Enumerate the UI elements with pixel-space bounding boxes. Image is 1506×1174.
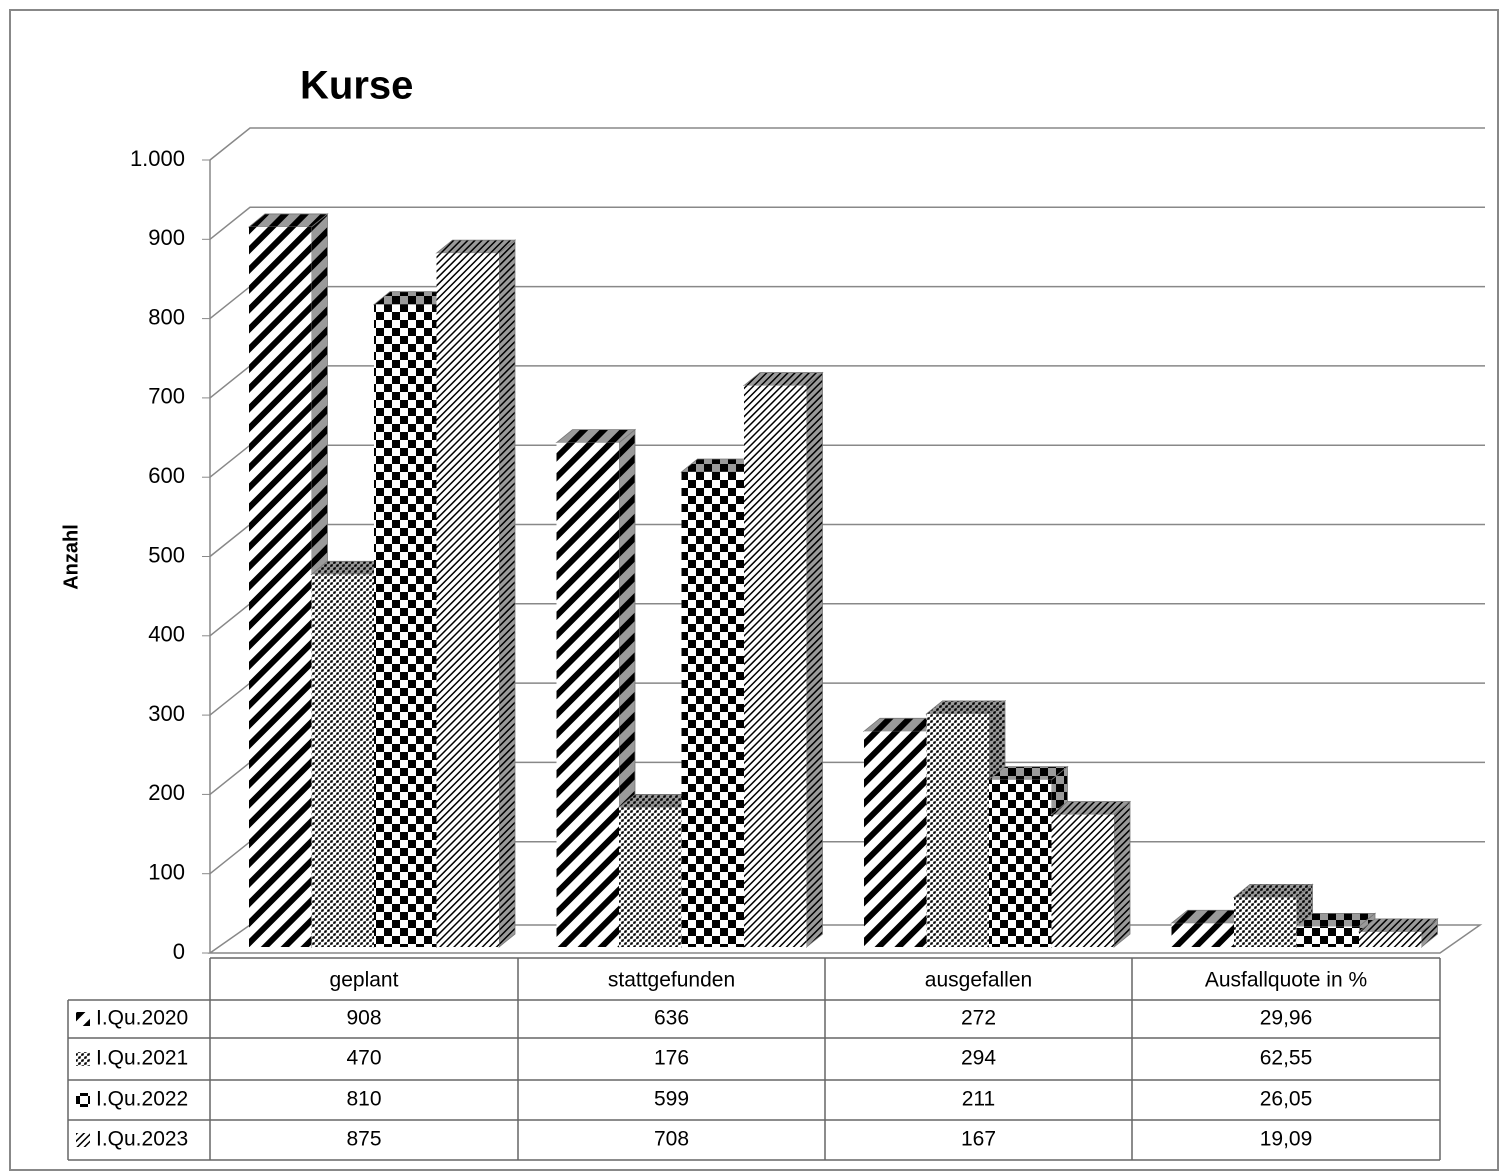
- legend-key: [76, 1093, 90, 1107]
- y-tick-label: 100: [148, 860, 185, 885]
- legend-key: [76, 1012, 90, 1026]
- grid-line: [209, 127, 1485, 161]
- y-tick-label: 400: [148, 622, 185, 647]
- bar: [556, 442, 619, 947]
- floor: [207, 924, 1483, 954]
- legend-label: I.Qu.2023: [96, 1128, 188, 1151]
- legend-label: I.Qu.2022: [96, 1088, 188, 1111]
- bar: [1359, 931, 1422, 947]
- table-cell: 211: [962, 1088, 995, 1111]
- table-cell: 167: [961, 1128, 996, 1151]
- y-tick-label: 700: [148, 384, 185, 409]
- legend-label: I.Qu.2020: [96, 1007, 188, 1030]
- legend-label: I.Qu.2021: [96, 1047, 188, 1070]
- table-header: Ausfallquote in %: [1205, 969, 1367, 992]
- table-header: ausgefallen: [925, 969, 1032, 992]
- legend-key: [76, 1133, 90, 1147]
- bar: [1296, 926, 1359, 947]
- table-cell: 875: [346, 1128, 381, 1151]
- bar-top: [1295, 912, 1377, 927]
- table-cell: 636: [654, 1007, 689, 1030]
- bar: [1234, 897, 1297, 947]
- table-header: geplant: [330, 969, 399, 992]
- bar: [989, 779, 1052, 947]
- bar: [619, 807, 682, 947]
- bar-side: [498, 239, 516, 948]
- chart-title: Kurse: [300, 64, 413, 108]
- table-cell: 294: [961, 1047, 996, 1070]
- table-cell: 470: [346, 1047, 381, 1070]
- bar: [1051, 814, 1114, 947]
- table-cell: 810: [346, 1088, 381, 1111]
- y-tick-label: 0: [173, 939, 185, 964]
- bar: [311, 574, 374, 947]
- y-tick-label: 600: [148, 463, 185, 488]
- y-tick-label: 300: [148, 701, 185, 726]
- bar-side: [806, 371, 823, 948]
- bar: [864, 731, 927, 947]
- bar: [374, 304, 437, 947]
- y-tick-label: 900: [148, 225, 185, 250]
- table-cell: 908: [346, 1007, 381, 1030]
- y-tick-label: 1.000: [130, 146, 185, 171]
- table-header: stattgefunden: [608, 969, 735, 992]
- bar: [744, 385, 807, 947]
- grid-line: [209, 206, 1485, 240]
- legend-key: [76, 1052, 90, 1066]
- bar: [1171, 923, 1234, 947]
- table-cell: 176: [654, 1047, 689, 1070]
- table-cell: 599: [654, 1088, 689, 1111]
- bar: [249, 226, 312, 947]
- y-tick-label: 800: [148, 304, 185, 329]
- bar: [681, 471, 744, 947]
- y-tick-label: 500: [148, 542, 185, 567]
- table-cell: 708: [654, 1128, 689, 1151]
- table-cell: 62,55: [1260, 1047, 1313, 1070]
- table-cell: 26,05: [1260, 1088, 1313, 1111]
- y-axis-title: Anzahl: [60, 524, 82, 590]
- table-cell: 272: [961, 1007, 996, 1030]
- table-cell: 29,96: [1260, 1007, 1313, 1030]
- bar-side: [1113, 800, 1131, 948]
- bar: [926, 713, 989, 947]
- y-tick-label: 200: [148, 780, 185, 805]
- bar: [436, 253, 499, 947]
- table-cell: 19,09: [1260, 1128, 1313, 1151]
